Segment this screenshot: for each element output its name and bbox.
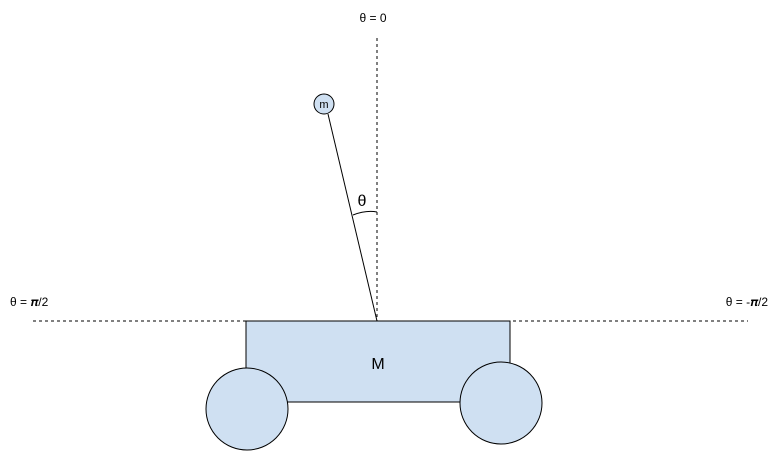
- left-wheel: [205, 367, 289, 451]
- pendulum-bob: [313, 93, 335, 115]
- bob-mass-label: m: [319, 99, 328, 111]
- right-wheel: [459, 361, 543, 445]
- pendulum-rod: [327, 113, 378, 322]
- theta-left-label: θ = 𝝅/2: [10, 295, 49, 309]
- cart-mass-label: M: [371, 356, 384, 373]
- theta-zero-label: θ = 0: [359, 11, 386, 25]
- theta-right-label: θ = -𝝅/2: [726, 295, 769, 309]
- angle-arc: [352, 210, 378, 216]
- theta-angle-label: θ: [358, 193, 367, 210]
